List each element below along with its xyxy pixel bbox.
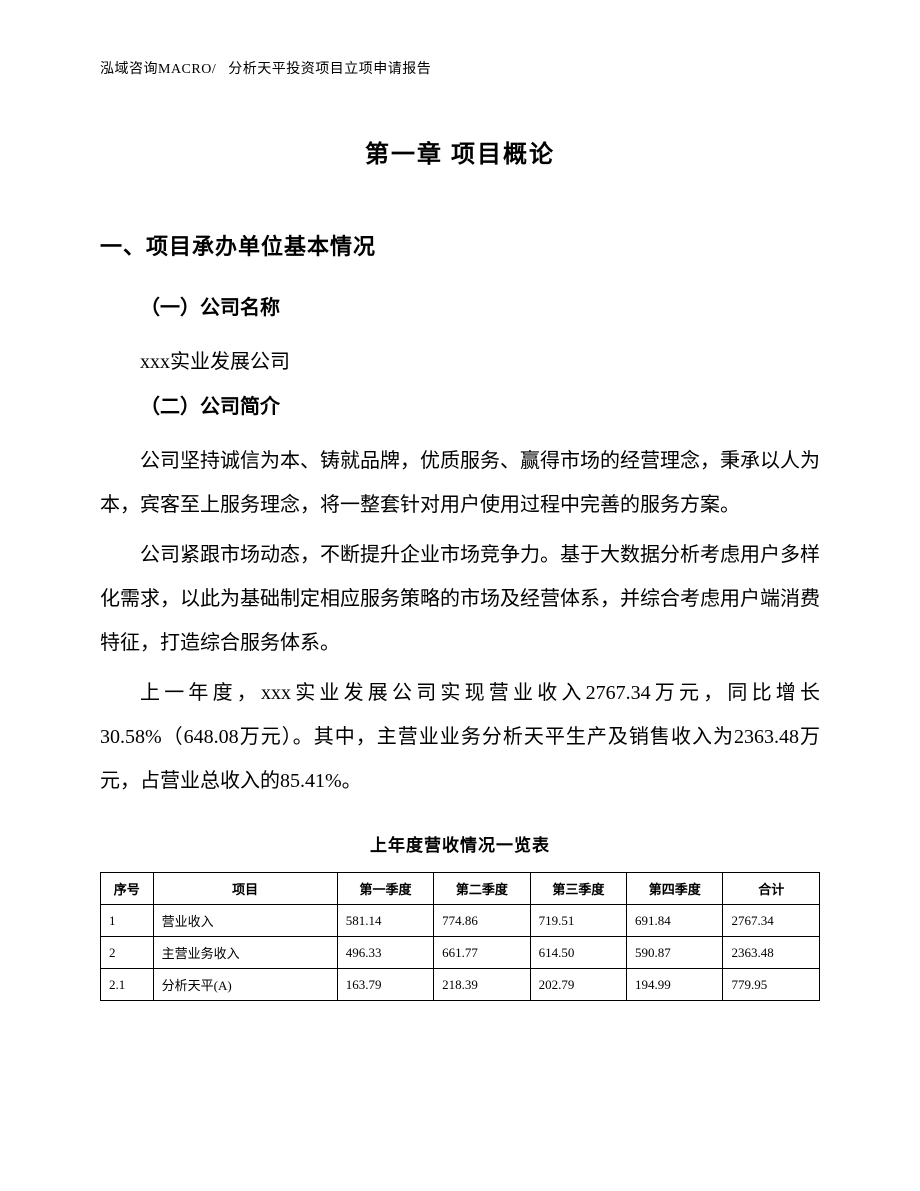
header-left: 泓域咨询MACRO/ <box>100 62 216 77</box>
section-1-2-heading: （二）公司简介 <box>100 390 820 419</box>
cell-q2: 661.77 <box>434 937 530 969</box>
cell-item: 主营业务收入 <box>153 937 337 969</box>
cell-total: 779.95 <box>723 969 820 1001</box>
cell-q4: 691.84 <box>627 905 723 937</box>
col-header-q3: 第三季度 <box>530 873 626 905</box>
section-1-1-heading: （一）公司名称 <box>100 291 820 320</box>
table-row: 1 营业收入 581.14 774.86 719.51 691.84 2767.… <box>101 905 820 937</box>
page-header: 泓域咨询MACRO/ 分析天平投资项目立项申请报告 <box>100 58 820 78</box>
section-1-heading: 一、项目承办单位基本情况 <box>100 229 820 261</box>
table-row: 2 主营业务收入 496.33 661.77 614.50 590.87 236… <box>101 937 820 969</box>
revenue-table-title: 上年度营收情况一览表 <box>100 831 820 856</box>
cell-seq: 2 <box>101 937 154 969</box>
cell-q2: 218.39 <box>434 969 530 1001</box>
col-header-q1: 第一季度 <box>337 873 433 905</box>
cell-q4: 590.87 <box>627 937 723 969</box>
company-intro-p2: 公司紧跟市场动态，不断提升企业市场竞争力。基于大数据分析考虑用户多样化需求，以此… <box>100 533 820 665</box>
company-intro-p3: 上一年度，xxx实业发展公司实现营业收入2767.34万元，同比增长30.58%… <box>100 671 820 803</box>
revenue-table: 序号 项目 第一季度 第二季度 第三季度 第四季度 合计 1 营业收入 581.… <box>100 872 820 1001</box>
cell-q1: 496.33 <box>337 937 433 969</box>
table-row: 2.1 分析天平(A) 163.79 218.39 202.79 194.99 … <box>101 969 820 1001</box>
cell-total: 2363.48 <box>723 937 820 969</box>
chapter-title: 第一章 项目概论 <box>100 134 820 169</box>
col-header-q4: 第四季度 <box>627 873 723 905</box>
cell-total: 2767.34 <box>723 905 820 937</box>
col-header-seq: 序号 <box>101 873 154 905</box>
table-header-row: 序号 项目 第一季度 第二季度 第三季度 第四季度 合计 <box>101 873 820 905</box>
cell-seq: 2.1 <box>101 969 154 1001</box>
cell-seq: 1 <box>101 905 154 937</box>
cell-q2: 774.86 <box>434 905 530 937</box>
cell-q3: 614.50 <box>530 937 626 969</box>
header-right: 分析天平投资项目立项申请报告 <box>228 62 431 77</box>
cell-item: 营业收入 <box>153 905 337 937</box>
cell-item: 分析天平(A) <box>153 969 337 1001</box>
company-name-text: xxx实业发展公司 <box>100 340 820 384</box>
cell-q3: 719.51 <box>530 905 626 937</box>
cell-q4: 194.99 <box>627 969 723 1001</box>
company-intro-p1: 公司坚持诚信为本、铸就品牌，优质服务、赢得市场的经营理念，秉承以人为本，宾客至上… <box>100 439 820 527</box>
cell-q1: 581.14 <box>337 905 433 937</box>
col-header-item: 项目 <box>153 873 337 905</box>
cell-q3: 202.79 <box>530 969 626 1001</box>
cell-q1: 163.79 <box>337 969 433 1001</box>
col-header-q2: 第二季度 <box>434 873 530 905</box>
col-header-total: 合计 <box>723 873 820 905</box>
